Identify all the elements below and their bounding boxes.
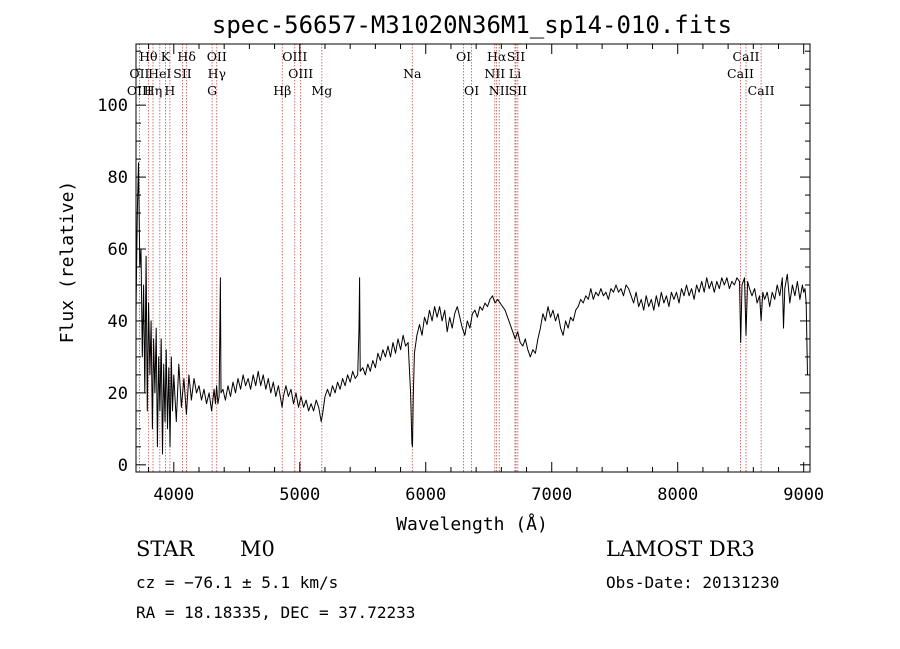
line-label: OIII bbox=[127, 83, 152, 98]
line-label: K bbox=[161, 49, 171, 64]
x-tick-label: 9000 bbox=[783, 485, 824, 505]
line-label: SII bbox=[173, 66, 192, 81]
line-label: OII bbox=[129, 66, 149, 81]
flux-series bbox=[135, 162, 808, 455]
line-label: Mg bbox=[311, 83, 332, 98]
line-label: OII bbox=[207, 49, 227, 64]
x-tick-label: 7000 bbox=[531, 485, 572, 505]
y-axis-label: Flux (relative) bbox=[57, 181, 78, 344]
y-tick-label: 40 bbox=[108, 312, 128, 332]
survey-name: LAMOST DR3 bbox=[606, 537, 755, 561]
line-markers: Hθ OII OIII K HeI Hη SII H Hδ OII Hγ G OIII OIII Hβ Mg N… bbox=[127, 44, 775, 472]
x-tick-label: 6000 bbox=[405, 485, 446, 505]
line-label: SII bbox=[509, 83, 528, 98]
y-tick-label: 60 bbox=[108, 240, 128, 260]
chart-title: spec-56657-M31020N36M1_sp14-010.fits bbox=[212, 11, 732, 39]
y-tick-label: 80 bbox=[108, 168, 128, 188]
object-class: STAR bbox=[136, 537, 195, 561]
plot-frame bbox=[135, 43, 811, 473]
y-tick-label: 100 bbox=[97, 96, 128, 116]
line-label: H bbox=[164, 83, 175, 98]
line-label: OIII bbox=[288, 66, 313, 81]
flux-series-group bbox=[135, 162, 808, 455]
line-label: CaII bbox=[727, 66, 754, 81]
axis-ticks: 4000 5000 6000 7000 8000 9000 0 20 40 60 80 100 bbox=[97, 44, 824, 505]
line-label: NII bbox=[484, 66, 505, 81]
line-label: Hθ bbox=[139, 49, 157, 64]
object-subclass: M0 bbox=[240, 537, 275, 561]
line-label: G bbox=[207, 83, 217, 98]
obs-date: Obs-Date: 20131230 bbox=[606, 573, 780, 592]
line-label: HeI bbox=[148, 66, 171, 81]
line-label: CaII bbox=[748, 83, 775, 98]
line-label: Hη bbox=[144, 83, 162, 98]
line-label: OI bbox=[464, 83, 479, 98]
coordinates: RA = 18.18335, DEC = 37.72233 bbox=[136, 603, 416, 622]
x-tick-label: 4000 bbox=[153, 485, 194, 505]
line-label: Li bbox=[509, 66, 521, 81]
line-label: NII bbox=[489, 83, 510, 98]
line-label: Hβ bbox=[273, 83, 291, 98]
line-label: SII bbox=[507, 49, 526, 64]
redshift-cz: cz = −76.1 ± 5.1 km/s bbox=[136, 573, 339, 592]
x-axis-label: Wavelength (Å) bbox=[396, 513, 548, 535]
line-label: Hα bbox=[487, 49, 507, 64]
y-tick-label: 0 bbox=[118, 456, 128, 476]
line-label: OI bbox=[456, 49, 471, 64]
line-label: OIII bbox=[282, 49, 307, 64]
line-label: CaII bbox=[733, 49, 760, 64]
x-tick-label: 8000 bbox=[657, 485, 698, 505]
line-label: Hγ bbox=[208, 66, 226, 81]
line-label: Hδ bbox=[177, 49, 195, 64]
x-tick-label: 5000 bbox=[279, 485, 320, 505]
y-tick-label: 20 bbox=[108, 384, 128, 404]
line-label: Na bbox=[403, 66, 422, 81]
